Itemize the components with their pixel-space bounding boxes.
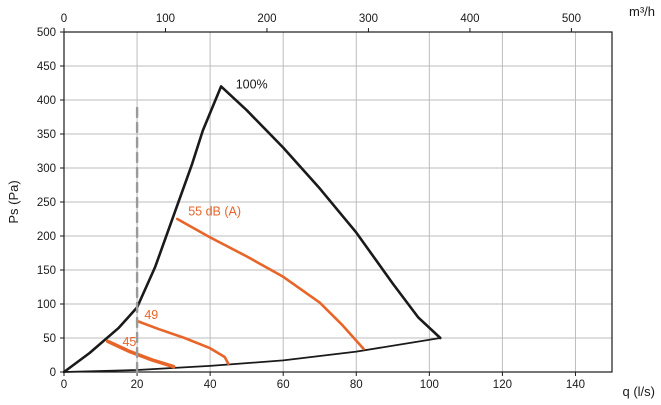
curve-annotations: 100% 55 dB (A) 49 45 bbox=[122, 77, 267, 349]
y-tick-label: 150 bbox=[37, 265, 56, 277]
y-tick-label: 500 bbox=[37, 27, 56, 39]
y-tick-label: 400 bbox=[37, 95, 56, 107]
tick-labels: 0 20 40 60 80 100 120 140 0 50 100 150 200 250 300 350 4… bbox=[37, 13, 585, 391]
series-line-sound-2 bbox=[176, 217, 365, 351]
x-axis-label: q (l/s) bbox=[623, 384, 656, 399]
y-tick-label: 250 bbox=[37, 197, 56, 209]
y-tick-label: 300 bbox=[37, 163, 56, 175]
x-tick-label: 40 bbox=[204, 379, 217, 391]
y-tick-label: 350 bbox=[37, 129, 56, 141]
series-line-sound-3 bbox=[135, 319, 230, 366]
y-tick-label: 0 bbox=[50, 367, 56, 379]
x-tick-label: 80 bbox=[350, 379, 363, 391]
annotation-label: 49 bbox=[144, 308, 158, 322]
x-tick-label: 100 bbox=[420, 379, 439, 391]
x-tick-label: 140 bbox=[566, 379, 585, 391]
x2-tick-label: 400 bbox=[460, 13, 479, 25]
annotation-label: 55 dB (A) bbox=[188, 205, 241, 219]
series-lines bbox=[62, 85, 442, 374]
annotation-label: 45 bbox=[122, 335, 136, 349]
x2-axis-label: m³/h bbox=[629, 4, 655, 19]
series-line-envelope-0 bbox=[62, 85, 442, 374]
x2-tick-label: 200 bbox=[257, 13, 276, 25]
x-tick-label: 20 bbox=[131, 379, 144, 391]
x2-tick-label: 100 bbox=[156, 13, 175, 25]
y-tick-label: 450 bbox=[37, 61, 56, 73]
series-line-system-1 bbox=[63, 337, 442, 373]
y-axis-label: Ps (Pa) bbox=[6, 180, 21, 223]
x-tick-label: 0 bbox=[61, 379, 67, 391]
grid bbox=[63, 31, 612, 373]
series-line-sound-4 bbox=[106, 339, 176, 369]
x-tick-label: 120 bbox=[493, 379, 512, 391]
annotation-label: 100% bbox=[236, 77, 268, 91]
y-tick-label: 200 bbox=[37, 231, 56, 243]
x2-tick-label: 500 bbox=[562, 13, 581, 25]
x2-tick-label: 0 bbox=[61, 13, 67, 25]
x-tick-label: 60 bbox=[277, 379, 290, 391]
y-tick-label: 50 bbox=[43, 333, 56, 345]
y-tick-label: 100 bbox=[37, 299, 56, 311]
x2-tick-label: 300 bbox=[359, 13, 378, 25]
